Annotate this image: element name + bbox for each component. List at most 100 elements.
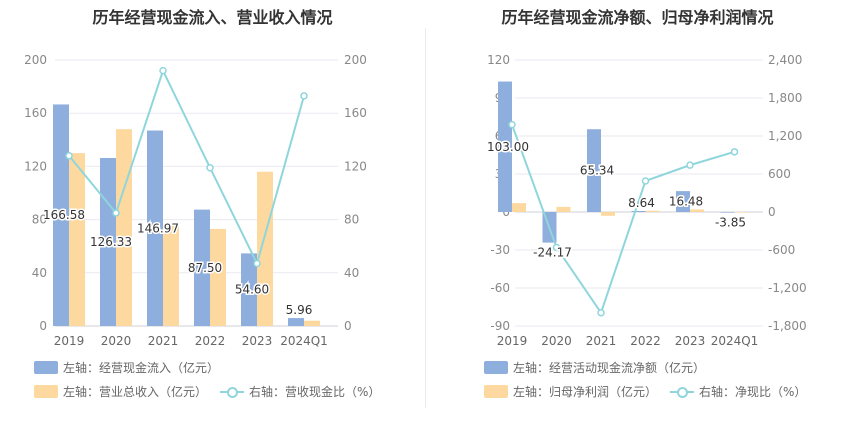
data-label-halo: 54.60 bbox=[235, 283, 269, 297]
x-tick-label: 2019 bbox=[54, 334, 85, 348]
data-label-halo: -24.17 bbox=[533, 246, 572, 260]
data-label-halo: 103.00 bbox=[487, 140, 529, 154]
legend-swatch-line bbox=[670, 385, 694, 398]
bar-secondary bbox=[645, 210, 660, 212]
bar-secondary bbox=[163, 224, 179, 326]
data-label-halo: 166.58 bbox=[43, 208, 85, 222]
y-right-tick-label: -600 bbox=[768, 243, 795, 257]
legend-label: 左轴：归母净利润（亿元） bbox=[513, 385, 658, 399]
y-right-tick-label: -1,200 bbox=[768, 281, 807, 295]
legend-label: 左轴：经营活动现金流净额（亿元） bbox=[513, 361, 706, 375]
chart-right-plot: -90-60-300306090120-1,800-1,200-60006001… bbox=[486, 53, 807, 348]
data-label-halo: 5.96 bbox=[286, 303, 313, 317]
y-right-tick-label: 1,800 bbox=[768, 91, 802, 105]
line-point bbox=[253, 259, 261, 268]
y-right-tick-label: 40 bbox=[344, 266, 359, 280]
bar-primary bbox=[194, 209, 210, 326]
data-label: 16.48 bbox=[669, 195, 703, 209]
y-left-tick-label: -90 bbox=[490, 319, 510, 333]
legend-item[interactable]: 左轴：经营活动现金流净额（亿元） bbox=[484, 359, 705, 376]
bar-primary bbox=[100, 157, 116, 326]
y-right-tick-label: 160 bbox=[344, 106, 367, 120]
chart-left-plot: 0 40 80 120 160 200 0 40 80 120 160 200 2019 2020 2021… bbox=[24, 53, 367, 348]
x-tick-label: 2021 bbox=[586, 334, 617, 348]
y-left-tick-label: 160 bbox=[24, 106, 47, 120]
line-series bbox=[511, 124, 735, 315]
legend-swatch-line bbox=[220, 385, 244, 398]
legend-item[interactable]: 右轴：营收现金比（%） bbox=[220, 383, 380, 400]
bar-primary bbox=[53, 104, 69, 326]
y-right-tick-label: 600 bbox=[768, 167, 791, 181]
y-right-tick-label: 0 bbox=[768, 205, 776, 219]
y-right-tick-label: 1,200 bbox=[768, 129, 802, 143]
bar-primary bbox=[147, 130, 163, 326]
bar-secondary bbox=[69, 153, 85, 326]
x-tick-label: 2022 bbox=[195, 334, 226, 348]
bar-primary bbox=[631, 210, 646, 212]
y-left-tick-label: 80 bbox=[32, 213, 47, 227]
y-left-tick-label: 120 bbox=[24, 159, 47, 173]
y-right-tick-label: 0 bbox=[344, 319, 352, 333]
chart-title-left: 历年经营现金流入、营业收入情况 bbox=[92, 8, 333, 27]
line-point bbox=[159, 66, 167, 75]
bar-secondary bbox=[210, 228, 226, 326]
legend-label: 右轴：净现比（%） bbox=[699, 385, 807, 399]
data-label: -3.85 bbox=[715, 216, 746, 230]
data-label-halo: 16.48 bbox=[669, 195, 703, 209]
data-label: 166.58 bbox=[43, 208, 85, 222]
bar-primary bbox=[241, 253, 257, 326]
x-tick-label: 2024Q1 bbox=[711, 334, 759, 348]
x-tick-label: 2024Q1 bbox=[280, 334, 328, 348]
legend-label: 左轴：营业总收入（亿元） bbox=[63, 385, 208, 399]
legend-item[interactable]: 左轴：归母净利润（亿元） bbox=[484, 383, 657, 400]
x-tick-label: 2021 bbox=[148, 334, 179, 348]
y-left-tick-label: 200 bbox=[24, 53, 47, 67]
line-point bbox=[552, 243, 561, 252]
chart-panel-right: 历年经营现金流净额、归母净利润情况 -90-60-300306090120-1,… bbox=[425, 0, 850, 437]
data-label-halo: -3.85 bbox=[715, 216, 746, 230]
y-left-tick-label: -60 bbox=[490, 281, 510, 295]
legend-swatch-bar-orange bbox=[484, 385, 508, 398]
line-point bbox=[597, 308, 605, 317]
legend-item[interactable]: 左轴：营业总收入（亿元） bbox=[34, 383, 207, 400]
data-label: -24.17 bbox=[533, 246, 572, 260]
line-point bbox=[508, 120, 516, 129]
x-tick-label: 2023 bbox=[675, 334, 706, 348]
data-label: 103.00 bbox=[487, 140, 529, 154]
bar-primary bbox=[288, 318, 304, 326]
data-label-halo: 8.64 bbox=[628, 196, 655, 210]
bar-secondary bbox=[690, 209, 704, 212]
data-label-halo: 126.33 bbox=[90, 235, 132, 249]
line-series bbox=[68, 67, 305, 267]
data-label-halo: 65.34 bbox=[580, 164, 614, 178]
bar-primary bbox=[498, 81, 512, 213]
line-point bbox=[641, 177, 650, 185]
x-tick-label: 2019 bbox=[497, 334, 528, 348]
y-right-tick-label: 200 bbox=[344, 53, 367, 67]
bar-secondary bbox=[734, 212, 749, 213]
legend-swatch-bar-blue bbox=[484, 361, 508, 374]
legend-item[interactable]: 右轴：净现比（%） bbox=[670, 383, 806, 400]
bar-secondary bbox=[116, 129, 132, 326]
chart-title-right: 历年经营现金流净额、归母净利润情况 bbox=[501, 8, 774, 27]
data-label: 5.96 bbox=[286, 303, 313, 317]
panel-divider bbox=[425, 28, 426, 408]
data-label-halo: 87.50 bbox=[188, 261, 222, 275]
legend-item[interactable]: 左轴：经营现金流入（亿元） bbox=[34, 359, 219, 376]
line-point bbox=[206, 163, 214, 172]
legend-label: 左轴：经营现金流入（亿元） bbox=[63, 361, 220, 375]
x-tick-label: 2020 bbox=[541, 334, 572, 348]
legend-label: 右轴：营收现金比（%） bbox=[249, 385, 381, 399]
line-point bbox=[65, 152, 73, 160]
y-left-tick-label: -30 bbox=[490, 243, 510, 257]
chart-panel-left: 历年经营现金流入、营业收入情况 0 40 80 120 160 200 0 40 80 120 16… bbox=[24, 8, 380, 400]
data-label: 54.60 bbox=[235, 283, 269, 297]
bar-secondary bbox=[556, 206, 571, 212]
bar-secondary bbox=[601, 212, 615, 216]
line-point bbox=[730, 148, 739, 156]
data-label: 87.50 bbox=[188, 261, 222, 275]
y-left-tick-label: 40 bbox=[32, 266, 47, 280]
data-label: 65.34 bbox=[580, 164, 614, 178]
legend-swatch-bar-blue bbox=[34, 361, 58, 374]
data-label: 8.64 bbox=[628, 196, 655, 210]
